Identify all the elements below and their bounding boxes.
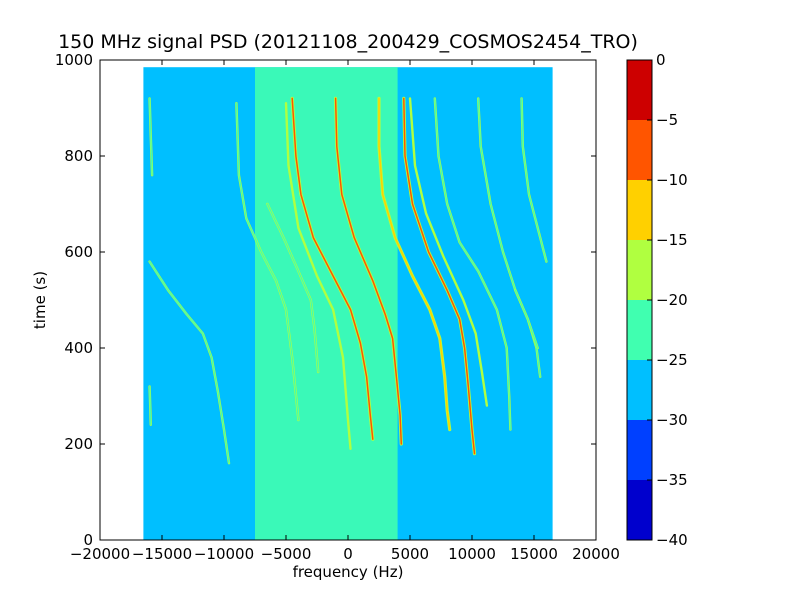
heatmap [143, 67, 553, 540]
x-tick-label: 5000 [391, 545, 429, 563]
signal-track-5 [285, 102, 352, 450]
x-tick-label: 10000 [448, 545, 496, 563]
colorbar-segment [627, 420, 652, 480]
y-axis: 0 200 400 600 800 1000 [55, 51, 596, 549]
signal-track-11 [409, 97, 488, 407]
signal-track-2 [149, 385, 152, 426]
y-tick-label: 800 [64, 147, 93, 165]
x-tick-label: 15000 [510, 545, 558, 563]
signal-track-6 [266, 203, 319, 373]
colorbar-tick-label: −10 [656, 171, 688, 189]
signal-track-4 [235, 102, 299, 421]
x-axis: −20000 −15000 −10000 −5000 0 5000 10000 15000 20… [70, 60, 620, 563]
colorbar-tick-label: −20 [656, 291, 688, 309]
signal-track-12 [434, 97, 511, 431]
colorbar-segment [627, 240, 652, 300]
signal-track-1 [149, 261, 230, 464]
x-tick-label: −15000 [132, 545, 192, 563]
colorbar-segment [627, 180, 652, 240]
x-tick-label: −10000 [194, 545, 254, 563]
x-tick-label: −5000 [261, 545, 312, 563]
x-tick-label: 20000 [572, 545, 620, 563]
y-axis-label: time (s) [31, 271, 49, 329]
signal-track-3 [149, 97, 153, 176]
colorbar-tick-label: −30 [656, 411, 688, 429]
chart-title: 150 MHz signal PSD (20121108_200429_COSM… [58, 31, 638, 53]
y-tick-label: 200 [64, 435, 93, 453]
x-tick-label: −20000 [70, 545, 130, 563]
signal-track-7 [291, 97, 374, 440]
x-tick-label: 0 [343, 545, 353, 563]
colorbar-segment [627, 360, 652, 420]
colorbar-tick-label: −25 [656, 351, 688, 369]
colorbar-segment [627, 480, 652, 540]
y-tick-label: 0 [83, 531, 93, 549]
colorbar-tick-label: 0 [656, 51, 666, 69]
colorbar-segment [627, 120, 652, 180]
y-tick-label: 600 [64, 243, 93, 261]
signal-track-9 [378, 97, 451, 431]
signal-track-10 [403, 97, 476, 455]
signal-track-15 [514, 289, 539, 349]
colorbar-tick-label: −35 [656, 471, 688, 489]
signal-track-14 [520, 97, 548, 263]
colorbar-segment [627, 300, 652, 360]
colorbar-segment [627, 60, 652, 120]
signal-track-8 [334, 97, 403, 445]
colorbar-tick-label: −15 [656, 231, 688, 249]
x-axis-label: frequency (Hz) [293, 563, 404, 581]
colorbar: 0 −5 −10 −15 −20 −25 −30 −35 −40 [626, 51, 688, 549]
colorbar-tick-label: −40 [656, 531, 688, 549]
y-tick-label: 400 [64, 339, 93, 357]
heatmap-central-band [255, 67, 398, 540]
colorbar-tick-label: −5 [656, 111, 678, 129]
y-tick-label: 1000 [55, 51, 93, 69]
